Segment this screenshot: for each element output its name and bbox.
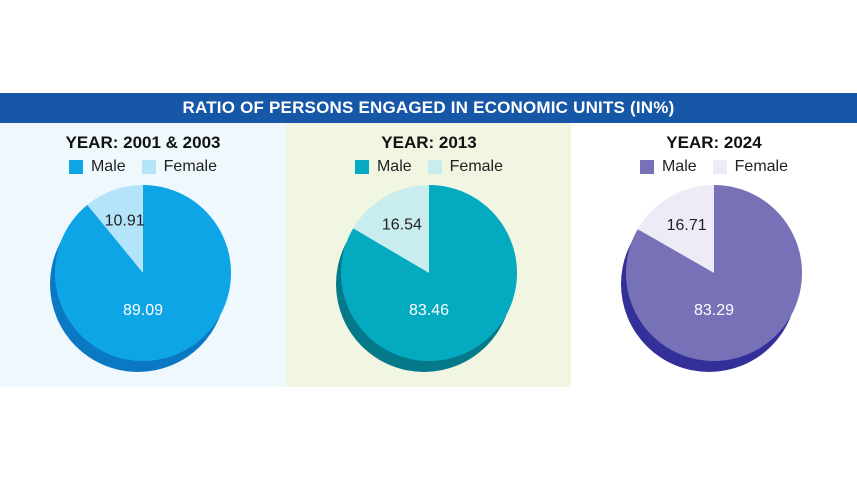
- data-label-female: 16.54: [382, 217, 422, 234]
- pie-panel-2001-2003: YEAR: 2001 & 2003 Male Female 89.09 10.91: [0, 123, 286, 387]
- panel-title: YEAR: 2001 & 2003: [65, 133, 221, 152]
- legend: Male Female: [286, 158, 572, 176]
- legend-swatch-male: [354, 160, 369, 174]
- legend-swatch-female: [712, 160, 727, 174]
- panel-title: YEAR: 2024: [666, 133, 762, 152]
- legend-label-female: Female: [163, 158, 218, 175]
- legend: Male Female: [571, 158, 857, 176]
- legend-item-male: Male: [354, 158, 412, 176]
- pie-slice-female: [637, 185, 714, 273]
- data-label-male: 83.46: [409, 302, 449, 319]
- panel-title: YEAR: 2013: [381, 133, 477, 152]
- pie-slice-female: [87, 185, 143, 273]
- data-label-male: 83.29: [694, 302, 734, 319]
- data-label-female: 16.71: [667, 217, 707, 234]
- data-label-female: 10.91: [105, 213, 145, 230]
- legend-label-male: Male: [376, 158, 412, 175]
- banner-title: RATIO OF PERSONS ENGAGED IN ECONOMIC UNI…: [182, 98, 675, 117]
- pie-chart: 89.09 10.91: [50, 185, 231, 372]
- legend-label-female: Female: [734, 158, 789, 175]
- legend-swatch-female: [427, 160, 442, 174]
- pie-chart: 83.46 16.54: [336, 185, 517, 372]
- legend-item-male: Male: [68, 158, 126, 176]
- legend-label-male: Male: [661, 158, 697, 175]
- legend-item-female: Female: [141, 158, 218, 176]
- pie-slice-female: [353, 185, 429, 273]
- legend: Male Female: [0, 158, 286, 176]
- pie-panel-2013: YEAR: 2013 Male Female 83.46 16.54: [286, 123, 572, 387]
- legend-label-male: Male: [90, 158, 126, 175]
- legend-swatch-male: [68, 160, 83, 174]
- data-label-male: 89.09: [123, 302, 163, 319]
- legend-swatch-female: [141, 160, 156, 174]
- pie-panel-2024: YEAR: 2024 Male Female 83.29 16.71: [571, 123, 857, 387]
- legend-item-female: Female: [427, 158, 504, 176]
- legend-swatch-male: [639, 160, 654, 174]
- legend-label-female: Female: [449, 158, 504, 175]
- legend-item-male: Male: [639, 158, 697, 176]
- pie-chart: 83.29 16.71: [621, 185, 802, 372]
- legend-item-female: Female: [712, 158, 789, 176]
- chart-banner: RATIO OF PERSONS ENGAGED IN ECONOMIC UNI…: [0, 93, 857, 123]
